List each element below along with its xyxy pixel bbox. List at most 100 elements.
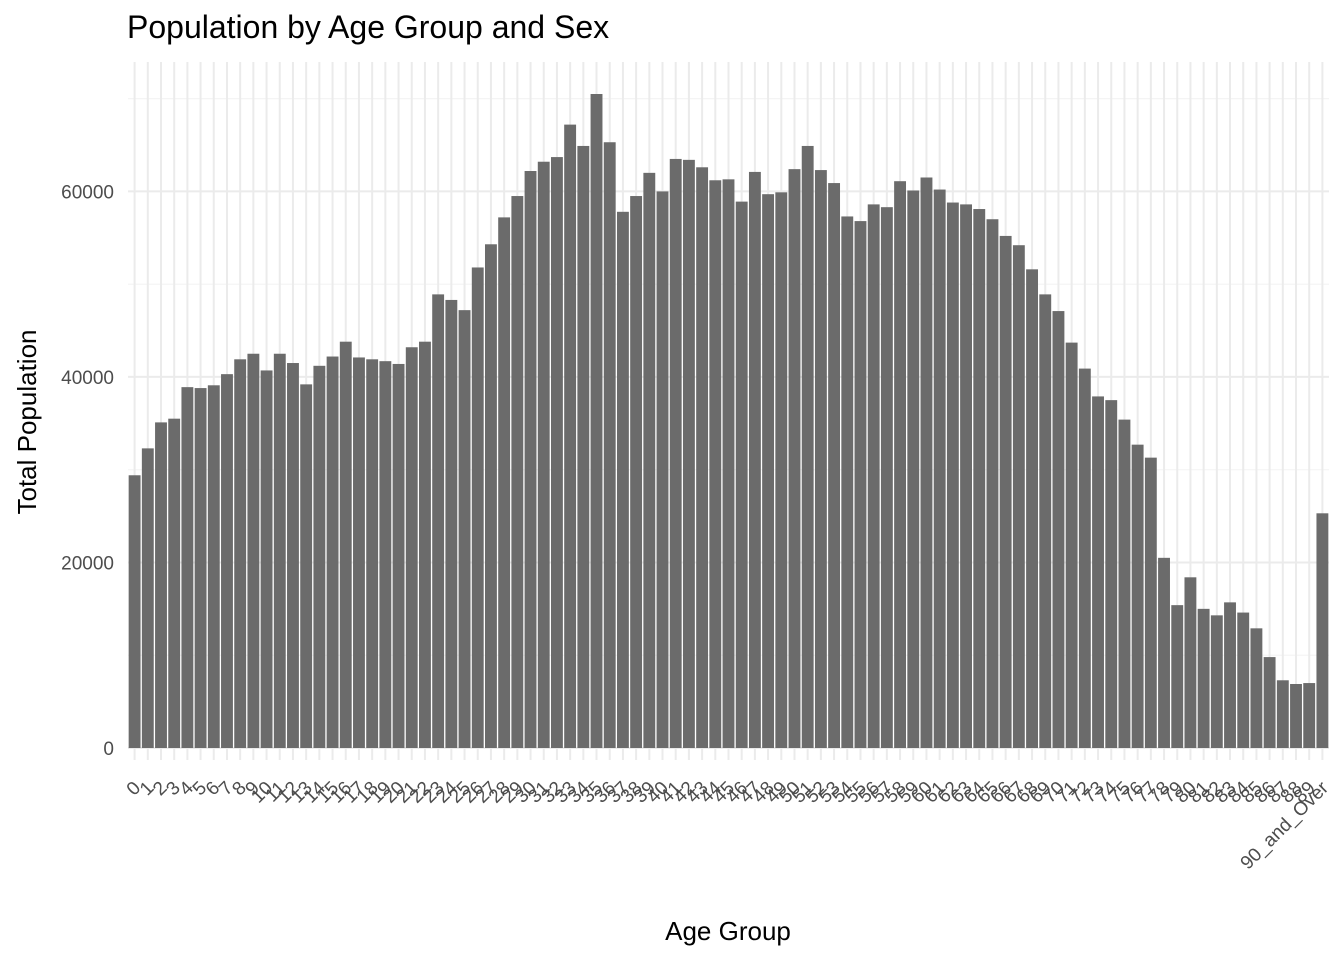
bar-89: [1303, 683, 1316, 748]
bar-18: [366, 359, 379, 748]
bar-14: [313, 365, 326, 748]
y-tick-label: 40000: [61, 368, 114, 389]
bar-79: [1171, 605, 1184, 748]
bar-87: [1276, 680, 1289, 748]
bar-17: [353, 357, 365, 748]
bar-46: [735, 201, 748, 749]
x-axis-ticks: 0123456789101112131415161718192021222324…: [123, 777, 1334, 874]
bar-23: [432, 294, 445, 748]
bar-42: [682, 159, 695, 749]
bar-47: [748, 171, 761, 749]
bar-78: [1158, 557, 1170, 748]
bar-30: [524, 171, 537, 748]
bar-61: [933, 189, 946, 749]
bar-10: [260, 370, 273, 748]
bar-2: [155, 422, 167, 748]
bar-16: [339, 341, 352, 748]
bar-59: [907, 190, 920, 749]
bar-72: [1078, 368, 1091, 748]
bar-70: [1052, 311, 1065, 748]
bar-35: [590, 94, 603, 748]
bar-34: [577, 145, 590, 748]
bar-71: [1065, 342, 1078, 748]
bar-73: [1092, 396, 1104, 748]
chart-title: Population by Age Group and Sex: [127, 9, 609, 45]
bar-90_and_Over: [1316, 513, 1329, 748]
bar-20: [392, 363, 405, 748]
bar-81: [1197, 608, 1210, 748]
bar-63: [960, 204, 972, 748]
bar-65: [986, 219, 999, 749]
bar-76: [1131, 444, 1144, 748]
y-tick-label: 60000: [61, 182, 114, 203]
bar-44: [709, 180, 722, 748]
y-tick-label: 0: [103, 739, 114, 760]
bar-39: [643, 172, 656, 749]
bar-32: [550, 157, 563, 748]
bar-77: [1144, 457, 1157, 748]
bar-8: [234, 359, 247, 748]
bar-13: [300, 384, 313, 748]
bar-31: [537, 161, 550, 749]
bar-53: [828, 183, 841, 748]
bar-57: [880, 207, 893, 749]
bar-85: [1250, 628, 1263, 748]
bar-26: [471, 267, 484, 748]
bar-60: [920, 177, 933, 749]
bar-74: [1105, 400, 1118, 748]
bar-80: [1184, 577, 1197, 748]
bar-37: [616, 211, 629, 748]
bar-55: [854, 221, 867, 749]
bar-12: [287, 363, 299, 748]
bar-0: [128, 475, 141, 748]
bar-22: [419, 341, 431, 748]
bar-40: [656, 191, 669, 748]
bars: [128, 94, 1329, 749]
bar-28: [498, 217, 511, 748]
bar-3: [168, 418, 181, 748]
y-axis-ticks: 0 20000 40000 60000: [61, 182, 114, 760]
bar-64: [973, 209, 986, 748]
bar-41: [669, 158, 682, 748]
bar-36: [603, 142, 616, 749]
bar-25: [458, 310, 471, 748]
bar-45: [722, 179, 735, 749]
bar-66: [999, 235, 1012, 748]
bar-33: [564, 124, 577, 749]
bar-4: [181, 387, 194, 748]
bar-49: [775, 192, 788, 748]
y-tick-label: 20000: [61, 553, 114, 574]
bar-9: [247, 353, 260, 748]
bar-21: [405, 347, 418, 748]
bar-7: [221, 374, 233, 748]
bar-82: [1210, 615, 1223, 748]
x-axis-title: Age Group: [665, 916, 791, 946]
bar-1: [141, 448, 154, 748]
bar-15: [326, 356, 339, 748]
bar-27: [485, 244, 497, 748]
bar-84: [1237, 612, 1250, 748]
bar-51: [801, 145, 814, 748]
bar-68: [1026, 269, 1038, 748]
bar-50: [788, 169, 801, 748]
bar-43: [696, 167, 709, 749]
bar-24: [445, 299, 458, 748]
bar-69: [1039, 294, 1052, 748]
bar-83: [1224, 602, 1236, 748]
bar-52: [814, 170, 827, 748]
bar-11: [273, 353, 286, 748]
bar-48: [762, 194, 775, 748]
bar-5: [194, 388, 207, 748]
bar-88: [1290, 683, 1302, 748]
bar-54: [841, 216, 854, 748]
bar-86: [1263, 657, 1276, 748]
bar-58: [894, 181, 907, 748]
bar-29: [511, 196, 524, 749]
bar-56: [867, 204, 880, 748]
bar-75: [1118, 419, 1131, 748]
bar-62: [946, 202, 959, 749]
bar-19: [379, 361, 392, 748]
bar-67: [1012, 245, 1025, 748]
bar-6: [207, 385, 220, 748]
